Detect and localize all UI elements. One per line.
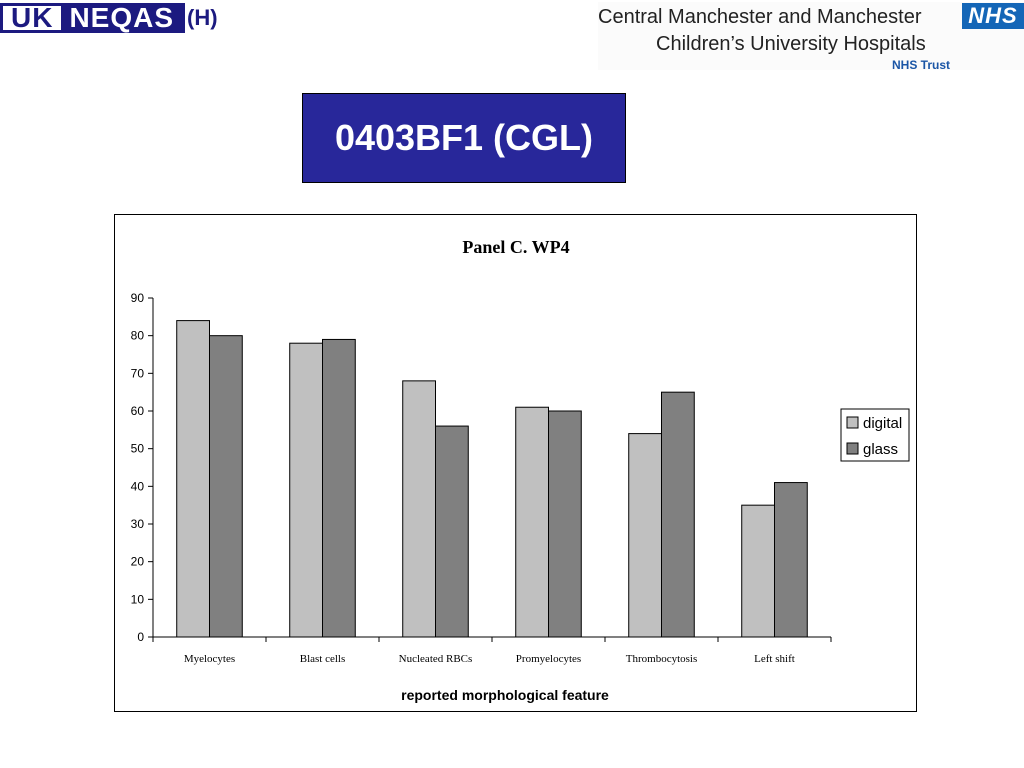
y-tick-label: 30 xyxy=(131,517,145,531)
y-tick-label: 20 xyxy=(131,555,145,569)
logo-box: UK NEQAS xyxy=(0,3,186,33)
y-tick-label: 60 xyxy=(131,404,145,418)
legend-swatch-glass xyxy=(846,442,859,455)
trust-name-line1: Central Manchester and Manchester xyxy=(598,6,922,28)
legend-swatch-digital xyxy=(846,416,859,429)
bar-glass xyxy=(435,425,469,638)
legend-label-glass: glass xyxy=(863,441,898,458)
bar-glass xyxy=(209,335,243,638)
trust-name-line3: NHS Trust xyxy=(892,58,951,72)
logo-neqas-text: NEQAS xyxy=(61,4,183,32)
y-tick-label: 0 xyxy=(137,630,144,644)
bar-digital xyxy=(289,342,323,638)
y-tick-label: 10 xyxy=(131,592,145,606)
x-tick-label: Left shift xyxy=(754,653,795,665)
y-tick-label: 90 xyxy=(131,291,145,305)
bar-chart: Panel C. WP4 0 10 20 30 40 50 60 70 80 90 Myelocyte… xyxy=(131,237,910,703)
logo-suffix: (H) xyxy=(187,5,218,30)
y-tick-label: 50 xyxy=(131,442,145,456)
x-tick-label: Thrombocytosis xyxy=(626,653,698,665)
x-tick-label: Nucleated RBCs xyxy=(399,653,473,665)
bar-digital xyxy=(402,380,437,638)
x-tick-label: Blast cells xyxy=(300,653,346,665)
bar-digital xyxy=(176,320,210,638)
bar-glass xyxy=(322,338,356,638)
bar-glass xyxy=(774,482,808,638)
x-axis-title: reported morphological feature xyxy=(401,687,609,703)
y-tick-label: 80 xyxy=(131,329,145,343)
logo-uk-text: UK xyxy=(3,4,62,32)
bar-digital xyxy=(628,433,662,638)
trust-logo: Central Manchester and Manchester Childr… xyxy=(598,2,1024,72)
x-tick-label: Promyelocytes xyxy=(516,653,581,665)
bar-glass xyxy=(661,391,695,638)
trust-name-line2: Children’s University Hospitals xyxy=(656,33,926,55)
bar-digital xyxy=(741,504,775,638)
bar-digital xyxy=(515,406,550,638)
chart-frame: Panel C. WP4 0 10 20 30 40 50 60 70 80 90 Myelocyte… xyxy=(114,214,917,712)
bar-glass xyxy=(548,410,582,638)
nhs-badge: NHS xyxy=(962,3,1024,29)
x-tick-label: Myelocytes xyxy=(184,653,235,665)
slide-title: 0403BF1 (CGL) xyxy=(302,93,626,183)
y-tick-label: 40 xyxy=(131,479,145,493)
chart-title: Panel C. WP4 xyxy=(462,237,569,257)
uk-neqas-logo: UK NEQAS (H) xyxy=(0,0,218,36)
legend-label-digital: digital xyxy=(863,415,902,432)
y-tick-label: 70 xyxy=(131,366,145,380)
